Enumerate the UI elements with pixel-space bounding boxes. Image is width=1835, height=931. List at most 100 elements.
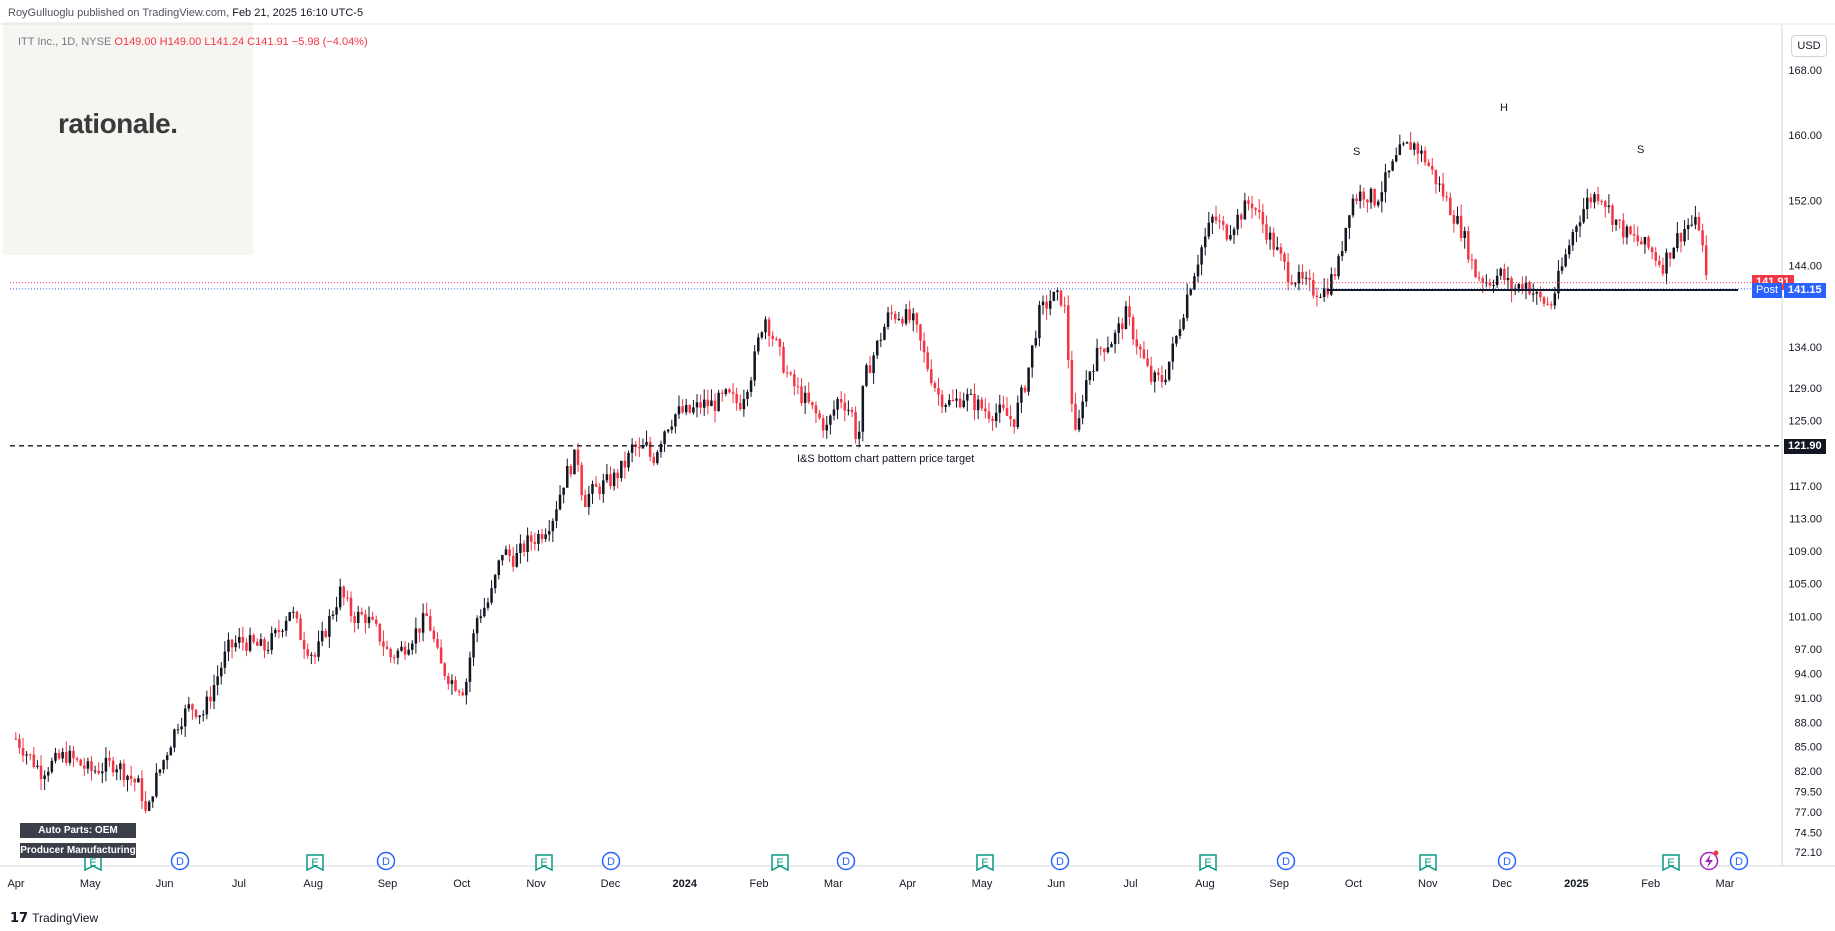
- candle-body: [839, 399, 843, 403]
- candle-body: [955, 398, 958, 401]
- candle-body: [868, 365, 872, 374]
- candle-body: [1481, 278, 1484, 283]
- candle-body: [627, 452, 630, 468]
- candle-body: [1391, 161, 1394, 171]
- sector-badge[interactable]: Auto Parts: OEM: [20, 823, 136, 838]
- dividend-marker-icon[interactable]: D: [1050, 851, 1070, 871]
- candle-body: [1647, 237, 1650, 248]
- dividend-marker-icon[interactable]: D: [170, 851, 190, 871]
- candle-body: [1686, 224, 1690, 229]
- candle-body: [1243, 200, 1247, 220]
- candle-body: [165, 755, 169, 761]
- earnings-marker-icon[interactable]: E: [1662, 854, 1680, 872]
- candle-body: [602, 480, 605, 495]
- candle-body: [681, 406, 684, 413]
- candle-body: [605, 474, 609, 481]
- candle-body: [825, 424, 829, 431]
- candle-body: [403, 646, 407, 655]
- candle-body: [360, 611, 364, 615]
- industry-badge[interactable]: Producer Manufacturing: [20, 843, 136, 858]
- lightning-marker-icon[interactable]: [1699, 850, 1719, 871]
- candle-body: [299, 618, 302, 640]
- candle-body: [587, 493, 591, 507]
- publish-info: RoyGulluoglu published on TradingView.co…: [8, 7, 363, 19]
- candle-body: [1539, 291, 1542, 298]
- svg-text:E: E: [311, 857, 318, 869]
- candle-body: [223, 651, 227, 668]
- time-tick-label: Jul: [1124, 878, 1138, 890]
- candle-body: [418, 628, 421, 633]
- candle-body: [1535, 291, 1539, 294]
- candle-body: [501, 554, 504, 561]
- candle-body: [1420, 150, 1423, 154]
- svg-text:D: D: [176, 856, 184, 868]
- candle-body: [1189, 289, 1193, 295]
- svg-text:E: E: [981, 857, 988, 869]
- candle-body: [1045, 301, 1048, 309]
- candle-body: [854, 411, 857, 439]
- time-tick-label: Jun: [156, 878, 174, 890]
- candle-body: [511, 555, 515, 567]
- candle-body: [75, 758, 79, 760]
- symbol-name[interactable]: ITT Inc., 1D, NYSE: [18, 36, 112, 48]
- dividend-marker-icon[interactable]: D: [836, 851, 856, 871]
- candle-body: [1358, 191, 1362, 202]
- candle-body: [782, 346, 785, 373]
- earnings-marker-icon[interactable]: E: [1199, 854, 1217, 872]
- candle-body: [1658, 260, 1661, 265]
- dividend-marker-icon[interactable]: D: [1497, 851, 1517, 871]
- candle-body: [1074, 403, 1077, 430]
- candle-body: [36, 765, 39, 767]
- candle-body: [1456, 215, 1459, 224]
- dividend-marker-icon[interactable]: D: [376, 851, 396, 871]
- candle-body: [584, 495, 587, 507]
- candle-body: [998, 404, 1002, 413]
- candle-body: [432, 630, 436, 640]
- currency-button[interactable]: USD: [1791, 35, 1827, 57]
- candle-body: [137, 778, 140, 783]
- candle-body: [472, 633, 475, 658]
- candle-body: [930, 369, 933, 384]
- candle-body: [338, 586, 342, 608]
- dividend-marker-icon[interactable]: D: [601, 851, 621, 871]
- candle-body: [1459, 215, 1463, 238]
- candle-body: [284, 620, 288, 631]
- candle-body: [778, 339, 782, 347]
- candle-body: [1153, 372, 1157, 382]
- symbol-legend: ITT Inc., 1D, NYSE O149.00 H149.00 L141.…: [18, 36, 368, 48]
- svg-text:D: D: [382, 856, 390, 868]
- candle-body: [576, 449, 580, 465]
- earnings-marker-icon[interactable]: E: [1419, 854, 1437, 872]
- earnings-marker-icon[interactable]: E: [976, 854, 994, 872]
- candle-body: [1034, 338, 1038, 346]
- earnings-marker-icon[interactable]: E: [535, 854, 553, 872]
- candle-body: [850, 409, 854, 412]
- time-tick-label: Sep: [1269, 878, 1289, 890]
- price-tick-label: 109.00: [1788, 546, 1822, 558]
- candle-body: [555, 509, 558, 521]
- candle-body: [1517, 284, 1521, 289]
- candle-body: [1131, 317, 1135, 340]
- dividend-marker-icon[interactable]: D: [1729, 851, 1749, 871]
- svg-text:E: E: [1667, 857, 1674, 869]
- candle-body: [493, 575, 497, 589]
- candle-body: [1063, 305, 1066, 307]
- candle-body: [1510, 277, 1513, 291]
- candle-body: [429, 616, 432, 631]
- candle-body: [883, 326, 886, 340]
- earnings-marker-icon[interactable]: E: [771, 854, 789, 872]
- candle-body: [1221, 221, 1225, 225]
- candle-body: [317, 641, 320, 657]
- candle-body: [742, 399, 746, 410]
- candle-body: [54, 752, 57, 761]
- candle-body: [356, 611, 360, 624]
- candle-body: [598, 486, 601, 495]
- candle-body: [187, 704, 191, 709]
- candle-body: [526, 535, 529, 553]
- earnings-marker-icon[interactable]: E: [306, 854, 324, 872]
- candle-body: [1239, 214, 1243, 220]
- candle-body: [479, 616, 483, 619]
- dividend-marker-icon[interactable]: D: [1276, 851, 1296, 871]
- price-tick-label: 105.00: [1788, 579, 1822, 591]
